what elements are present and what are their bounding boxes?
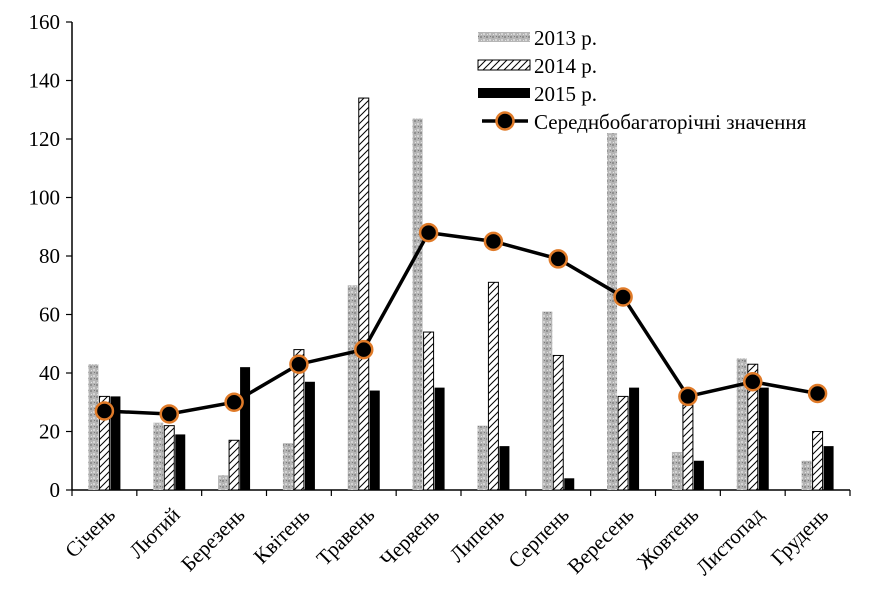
x-category-label: Квітень [249,503,315,569]
bar-2013 [88,364,99,490]
average-point [289,354,309,374]
bar-2013 [801,460,812,490]
bar-2014 [617,395,629,491]
average-point [613,287,633,307]
x-category-label: Листопад [691,502,769,580]
average-point [159,404,179,424]
bar-2015 [499,446,510,490]
x-category-label: Червень [375,503,444,572]
average-line-layer [94,222,828,424]
bar-2014 [747,363,759,491]
bar-2013 [736,358,747,490]
bar-2013 [671,451,682,490]
bar-2014 [552,354,564,491]
bar-2013 [218,475,229,490]
legend-label: 2013 р. [534,26,597,50]
bar-2014 [98,395,110,491]
bar-2013 [542,311,553,490]
y-tick-label: 120 [29,127,61,151]
y-tick-label: 60 [39,303,60,327]
legend-swatch-2013 р. [478,32,530,42]
x-category-label: Грудень [766,503,833,570]
x-category-label: Січень [60,503,120,563]
x-category-label: Лютий [124,503,184,563]
bar-2015 [304,381,315,490]
x-category-label: Вересень [563,503,639,579]
average-point [548,249,568,269]
legend-label: 2014 р. [534,54,597,78]
x-category-label: Травень [312,503,380,571]
average-point [743,372,763,392]
bar-2015 [758,387,769,490]
bar-2015 [240,367,251,490]
bar-2014 [423,331,435,491]
average-point [418,222,439,243]
y-tick-label: 160 [29,10,61,34]
bar-2013 [153,422,164,490]
bar-2014 [358,97,370,491]
bar-2015 [629,387,640,490]
bar-2015 [693,460,704,490]
bar-2014 [487,281,499,491]
bar-2015 [175,434,186,490]
y-tick-label: 80 [39,244,60,268]
legend-swatch-2014 р. [477,59,531,71]
bar-2014 [682,404,694,491]
average-line [104,230,818,416]
bar-2014 [163,425,175,491]
bar-2014 [293,349,305,491]
bar-2013 [477,425,488,490]
x-category-label: Липень [445,503,509,567]
y-tick-label: 20 [39,420,60,444]
bar-2013 [607,133,618,490]
bar-2015 [564,478,575,490]
average-point [807,383,828,404]
legend: 2013 р. 2014 р. 2015 р. Середнбобагаторічні… [477,26,807,134]
average-point [224,392,244,412]
bar-2014 [228,439,240,491]
bar-2015 [434,387,445,490]
legend-swatch-2015 р. [478,88,530,98]
legend-label: Середнбобагаторічні значення [534,110,807,134]
bars-layer [88,97,834,491]
y-tick-label: 40 [39,361,60,385]
bar-2014 [812,431,824,491]
axes: 0 20 40 60 80 100 120 140 160 Січень ЛютийБерезень… [29,10,851,580]
bar-2013 [412,118,423,491]
bar-2015 [369,390,380,490]
bar-2013 [282,443,293,490]
average-point [678,386,698,407]
x-category-label: Березень [176,503,249,576]
legend-label: 2015 р. [534,82,597,106]
bar-2013 [347,285,358,490]
average-point [94,401,115,421]
legend-swatch-marker [495,111,515,131]
bar-2015 [823,446,834,490]
y-tick-label: 140 [29,69,61,93]
y-tick-label: 0 [50,478,61,502]
bar-2015 [110,396,121,490]
average-point [354,339,374,360]
y-tick-label: 100 [29,186,61,210]
average-point [483,231,504,252]
